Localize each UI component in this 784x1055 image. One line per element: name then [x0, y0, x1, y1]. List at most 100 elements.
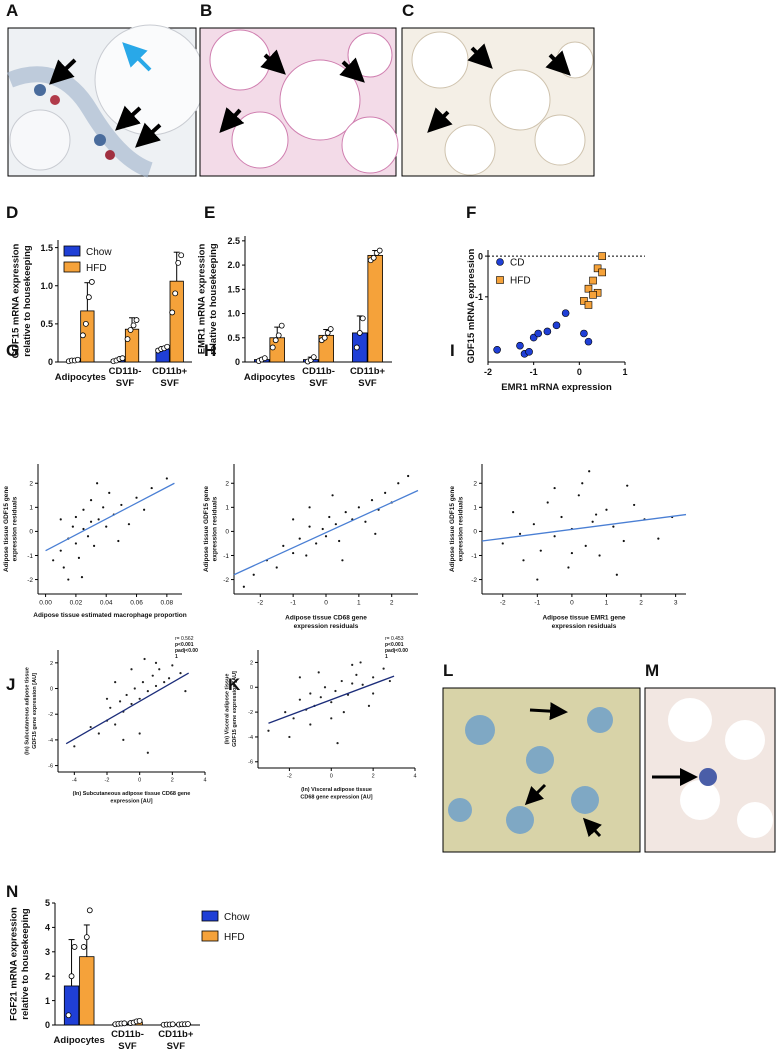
data-point	[114, 723, 117, 726]
annotation: padj<0.00	[175, 648, 198, 654]
data-point	[59, 549, 62, 552]
data-point	[288, 735, 291, 739]
x-tick-label: CD11b+ SVF	[350, 366, 386, 389]
annotation: r= 0.453	[385, 636, 404, 642]
data-point	[71, 525, 74, 528]
x-tick-label: -2	[484, 367, 492, 377]
data-point	[595, 513, 598, 516]
data-point	[167, 677, 171, 680]
data-point	[534, 329, 543, 338]
data-point	[130, 322, 137, 329]
y-tick-label: -6	[48, 764, 53, 770]
data-point	[96, 482, 99, 485]
data-point	[89, 520, 93, 523]
data-point	[275, 332, 282, 339]
bar	[124, 328, 140, 363]
x-tick-label: -1	[290, 600, 296, 607]
data-point	[71, 944, 78, 950]
panel-label: N	[6, 882, 18, 901]
data-point	[370, 499, 374, 502]
x-tick-label: CD11b+ SVF	[152, 366, 188, 389]
x-tick-label: 0	[570, 600, 574, 607]
x-tick-label: -2	[500, 600, 506, 607]
y-tick-label: 2.0	[227, 260, 240, 270]
data-point	[118, 700, 122, 703]
y-axis-label: GDF15 mRNA expression	[466, 248, 477, 363]
data-point	[309, 723, 312, 726]
data-point	[553, 535, 556, 538]
data-point	[119, 355, 126, 362]
x-tick-label: 0.08	[161, 600, 174, 607]
x-tick-label: -2	[105, 778, 110, 784]
data-point	[361, 683, 364, 686]
data-point	[493, 345, 501, 354]
x-tick-label: 0	[577, 367, 582, 377]
data-point	[172, 290, 179, 297]
x-tick-label: -1	[534, 600, 540, 607]
data-point	[292, 717, 295, 720]
legend-label: HFD	[86, 263, 107, 274]
data-point	[351, 682, 354, 685]
y-tick-label: -4	[48, 738, 53, 744]
data-point	[584, 301, 593, 309]
y-axis-label: Adipose tissue GDF15 gene expression resi…	[3, 486, 19, 572]
micrograph-b	[199, 27, 399, 177]
x-tick-label: 2	[171, 778, 174, 784]
y-tick-label: -2	[48, 712, 53, 718]
data-point	[164, 343, 171, 350]
data-point	[525, 348, 533, 356]
data-point	[364, 520, 367, 523]
data-point	[117, 539, 120, 543]
data-point	[133, 317, 140, 323]
y-tick-label: 0	[250, 685, 253, 691]
data-point	[68, 973, 75, 980]
panel-label: K	[228, 675, 241, 694]
data-point	[79, 332, 86, 339]
data-point	[357, 506, 360, 509]
data-point	[135, 496, 138, 499]
legend-label: CD	[510, 258, 524, 269]
data-point	[561, 309, 570, 317]
x-tick-label: 0.00	[39, 600, 52, 607]
data-point	[52, 559, 55, 562]
data-point	[334, 523, 337, 526]
panel-label: I	[450, 341, 455, 360]
x-tick-label: -2	[287, 774, 292, 780]
trend-line	[268, 675, 395, 724]
data-point	[355, 673, 358, 676]
data-point	[74, 515, 77, 519]
data-point	[143, 508, 146, 511]
data-point	[86, 907, 93, 914]
bar	[79, 956, 95, 1026]
data-point	[261, 355, 268, 362]
data-point	[580, 329, 588, 338]
data-point	[308, 525, 311, 528]
annotation: p<0.001	[175, 642, 194, 648]
panel-label: M	[645, 661, 659, 680]
data-point	[127, 327, 134, 333]
bar	[63, 985, 80, 1026]
data-point	[146, 689, 149, 693]
data-point	[298, 676, 301, 679]
y-axis-label: Adipose tissue GDF15 gene expression resi…	[203, 486, 219, 572]
data-point	[518, 532, 522, 535]
data-point	[65, 1012, 72, 1019]
data-point	[292, 551, 295, 555]
data-point	[338, 539, 341, 543]
trend-line	[65, 672, 189, 745]
data-point	[92, 544, 96, 547]
data-point	[169, 1021, 176, 1028]
data-point	[120, 503, 123, 507]
data-point	[121, 1020, 128, 1027]
data-point	[284, 711, 287, 714]
data-point	[252, 573, 255, 576]
data-point	[308, 506, 311, 509]
y-tick-label: 4	[45, 923, 50, 933]
data-point	[330, 717, 333, 720]
data-point	[62, 566, 65, 569]
legend-marker	[496, 276, 504, 284]
data-point	[175, 259, 182, 266]
data-point	[124, 336, 131, 343]
data-point	[97, 732, 100, 735]
